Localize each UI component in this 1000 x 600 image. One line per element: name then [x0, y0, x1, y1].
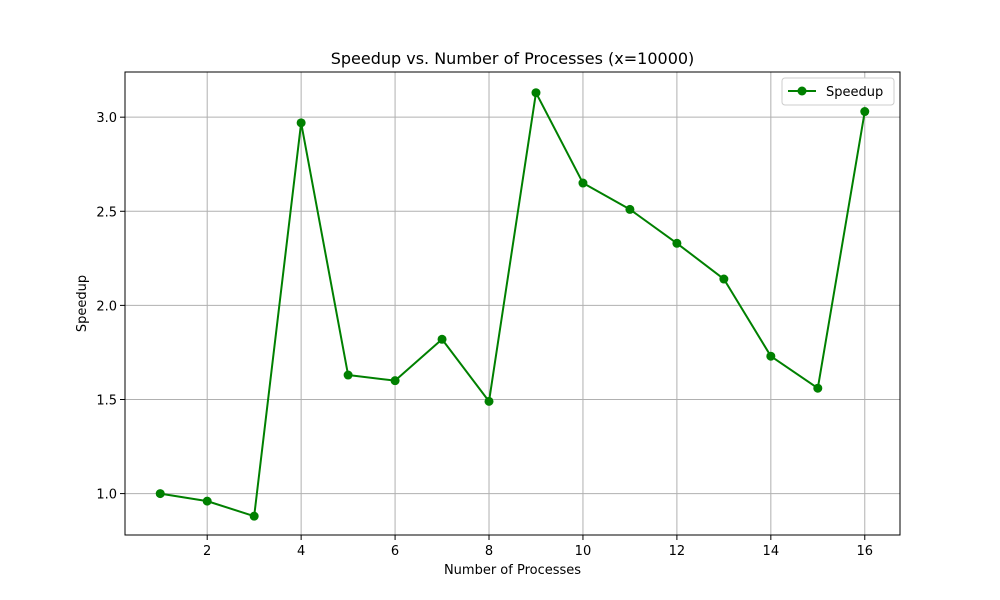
y-tick-label: 1.5: [96, 393, 117, 408]
data-point: [625, 204, 635, 214]
data-point: [766, 351, 776, 361]
y-tick-label: 3.0: [96, 111, 117, 126]
legend-label: Speedup: [826, 85, 883, 100]
data-point: [860, 107, 870, 117]
data-point: [249, 511, 259, 521]
legend-box: [781, 77, 895, 106]
y-axis: 1.0 1.5 2.0 2.5 3.0: [96, 111, 125, 503]
x-tick-label: 10: [575, 544, 592, 559]
x-tick-label: 6: [391, 544, 399, 559]
x-tick-label: 14: [763, 544, 780, 559]
data-point: [813, 383, 823, 393]
data-point: [437, 334, 447, 344]
legend: Speedup: [781, 77, 895, 106]
data-point: [531, 88, 541, 98]
data-point: [390, 376, 400, 386]
chart-title: Speedup vs. Number of Processes (x=10000…: [331, 49, 695, 68]
x-tick-label: 2: [203, 544, 211, 559]
data-point: [296, 118, 306, 128]
data-point: [719, 274, 729, 284]
plot-frame: [124, 71, 901, 536]
grid: [125, 72, 900, 535]
legend-marker: [797, 86, 807, 96]
data-point: [343, 370, 353, 380]
x-tick-label: 16: [856, 544, 873, 559]
y-tick-label: 2.0: [96, 299, 117, 314]
data-point: [484, 396, 494, 406]
data-point: [202, 496, 212, 506]
data-point: [155, 489, 165, 499]
y-axis-label: Speedup: [75, 275, 90, 332]
series-group: [155, 88, 870, 521]
x-tick-label: 12: [669, 544, 686, 559]
x-axis: 2 4 6 8 10 12 14 16: [203, 535, 873, 559]
series-line: [160, 91, 866, 518]
x-tick-label: 4: [297, 544, 305, 559]
data-point: [672, 238, 682, 248]
y-tick-label: 1.0: [96, 488, 117, 503]
x-axis-label: Number of Processes: [444, 563, 581, 578]
data-point: [578, 178, 588, 188]
y-tick-label: 2.5: [96, 205, 117, 220]
x-tick-label: 8: [485, 544, 493, 559]
